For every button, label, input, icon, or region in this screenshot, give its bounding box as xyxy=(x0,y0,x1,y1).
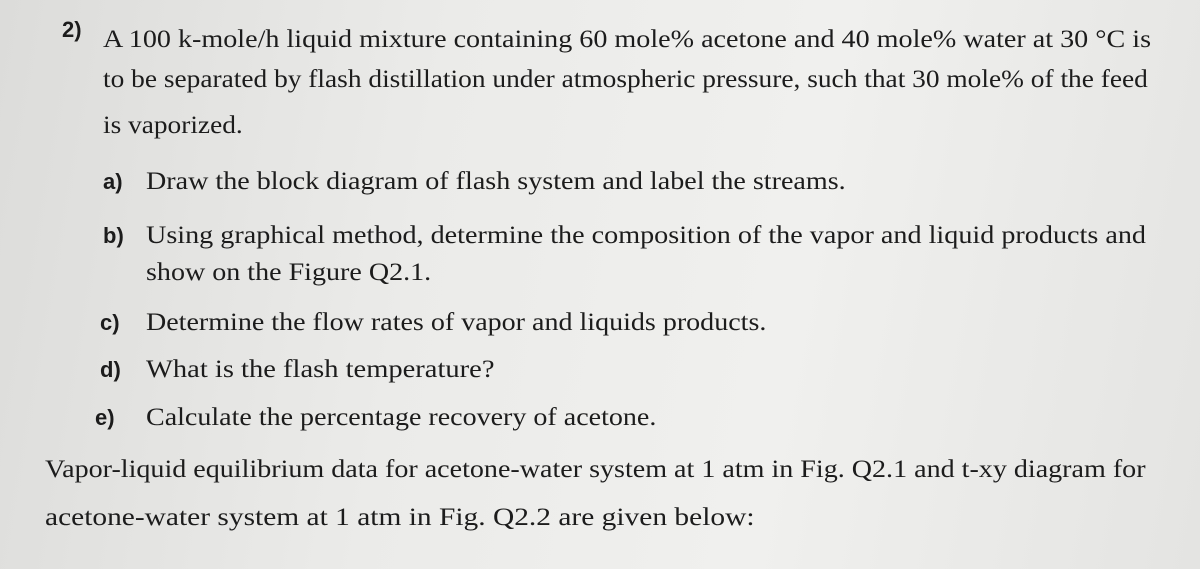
part-text: Determine the flow rates of vapor and li… xyxy=(146,309,767,336)
part-label: e) xyxy=(95,405,115,430)
part-text: Calculate the percentage recovery of ace… xyxy=(146,404,657,431)
part-label: c) xyxy=(100,310,120,335)
part-label: b) xyxy=(103,223,124,248)
part-text: Using graphical method, determine the co… xyxy=(146,222,1146,249)
question-number: 2) xyxy=(62,17,82,42)
question-text: to be separated by flash distillation un… xyxy=(103,66,1148,93)
part-label: d) xyxy=(100,357,121,382)
part-text: show on the Figure Q2.1. xyxy=(146,259,432,286)
part-label: a) xyxy=(103,169,123,194)
note-text: acetone-water system at 1 atm in Fig. Q2… xyxy=(45,504,755,531)
question-text: is vaporized. xyxy=(103,112,243,139)
part-text: What is the flash temperature? xyxy=(146,356,495,383)
question-text: A 100 k-mole/h liquid mixture containing… xyxy=(103,26,1152,53)
part-text: Draw the block diagram of flash system a… xyxy=(146,168,846,195)
note-text: Vapor-liquid equilibrium data for aceton… xyxy=(45,456,1146,483)
